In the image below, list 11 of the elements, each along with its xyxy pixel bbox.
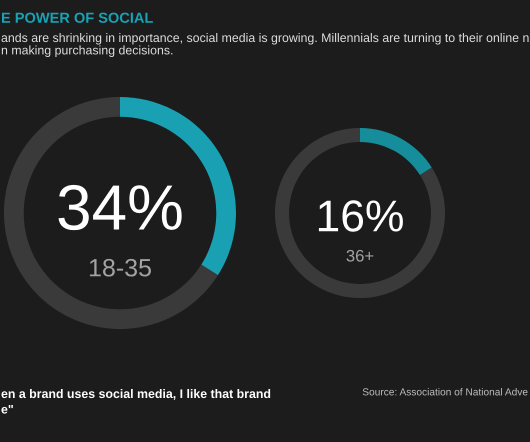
text: 36+ [346,250,374,262]
donut-slice [360,128,432,175]
source-note: Source: Association of National Adve [362,388,528,396]
text: E POWER OF SOCIAL [2,12,153,23]
text: 34% [58,184,182,230]
donut-slice [275,128,445,298]
text: en a brand uses social media, I like that brand e" [1,389,270,414]
text: 18-35 [90,258,151,277]
text: ands are shrinking in importance, social media is growing. Millennials are turning to their online n n making purchasing decisions. [2,33,529,57]
text: 16% [318,200,403,232]
donut-slice [4,97,218,329]
